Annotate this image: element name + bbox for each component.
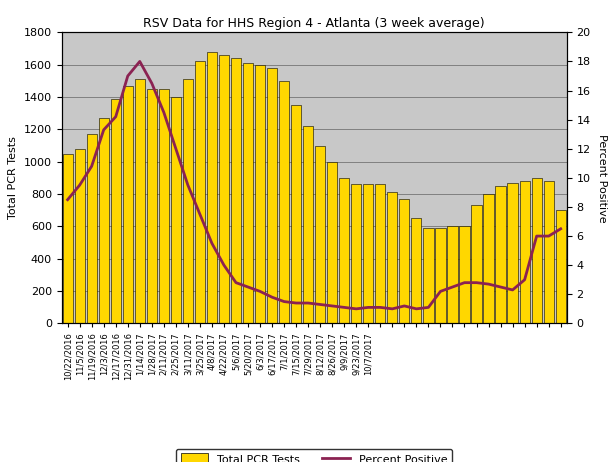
Bar <box>387 192 397 323</box>
Bar <box>243 63 253 323</box>
Bar <box>87 134 97 323</box>
Y-axis label: Percent Positive: Percent Positive <box>598 134 607 222</box>
Bar <box>219 55 229 323</box>
Bar <box>327 162 338 323</box>
Bar <box>543 181 554 323</box>
Bar <box>484 194 493 323</box>
Bar <box>532 178 541 323</box>
Bar <box>135 79 145 323</box>
Bar <box>495 186 506 323</box>
Bar <box>508 182 517 323</box>
Bar <box>279 81 289 323</box>
Title: RSV Data for HHS Region 4 - Atlanta (3 week average): RSV Data for HHS Region 4 - Atlanta (3 w… <box>144 17 485 30</box>
Bar <box>363 184 373 323</box>
Bar <box>207 52 217 323</box>
Bar <box>62 153 73 323</box>
Bar <box>159 89 169 323</box>
Y-axis label: Total PCR Tests: Total PCR Tests <box>8 136 18 219</box>
Bar <box>231 58 241 323</box>
Bar <box>75 149 85 323</box>
Bar <box>399 199 410 323</box>
Bar <box>411 219 421 323</box>
Bar <box>111 98 121 323</box>
Bar <box>556 210 566 323</box>
Bar <box>436 228 445 323</box>
Bar <box>195 61 205 323</box>
Bar <box>375 184 386 323</box>
Bar <box>519 181 530 323</box>
Bar <box>147 89 157 323</box>
Bar <box>255 65 265 323</box>
Bar <box>460 226 469 323</box>
Bar <box>315 146 325 323</box>
Bar <box>423 228 434 323</box>
Bar <box>339 178 349 323</box>
Bar <box>99 118 109 323</box>
Bar <box>291 105 301 323</box>
Bar <box>447 226 458 323</box>
Bar <box>471 206 482 323</box>
Bar <box>171 97 181 323</box>
Bar <box>267 68 277 323</box>
Bar <box>303 126 314 323</box>
Legend: Total PCR Tests, Percent Positive: Total PCR Tests, Percent Positive <box>176 449 452 462</box>
Bar <box>351 184 362 323</box>
Bar <box>183 79 193 323</box>
Bar <box>123 85 133 323</box>
